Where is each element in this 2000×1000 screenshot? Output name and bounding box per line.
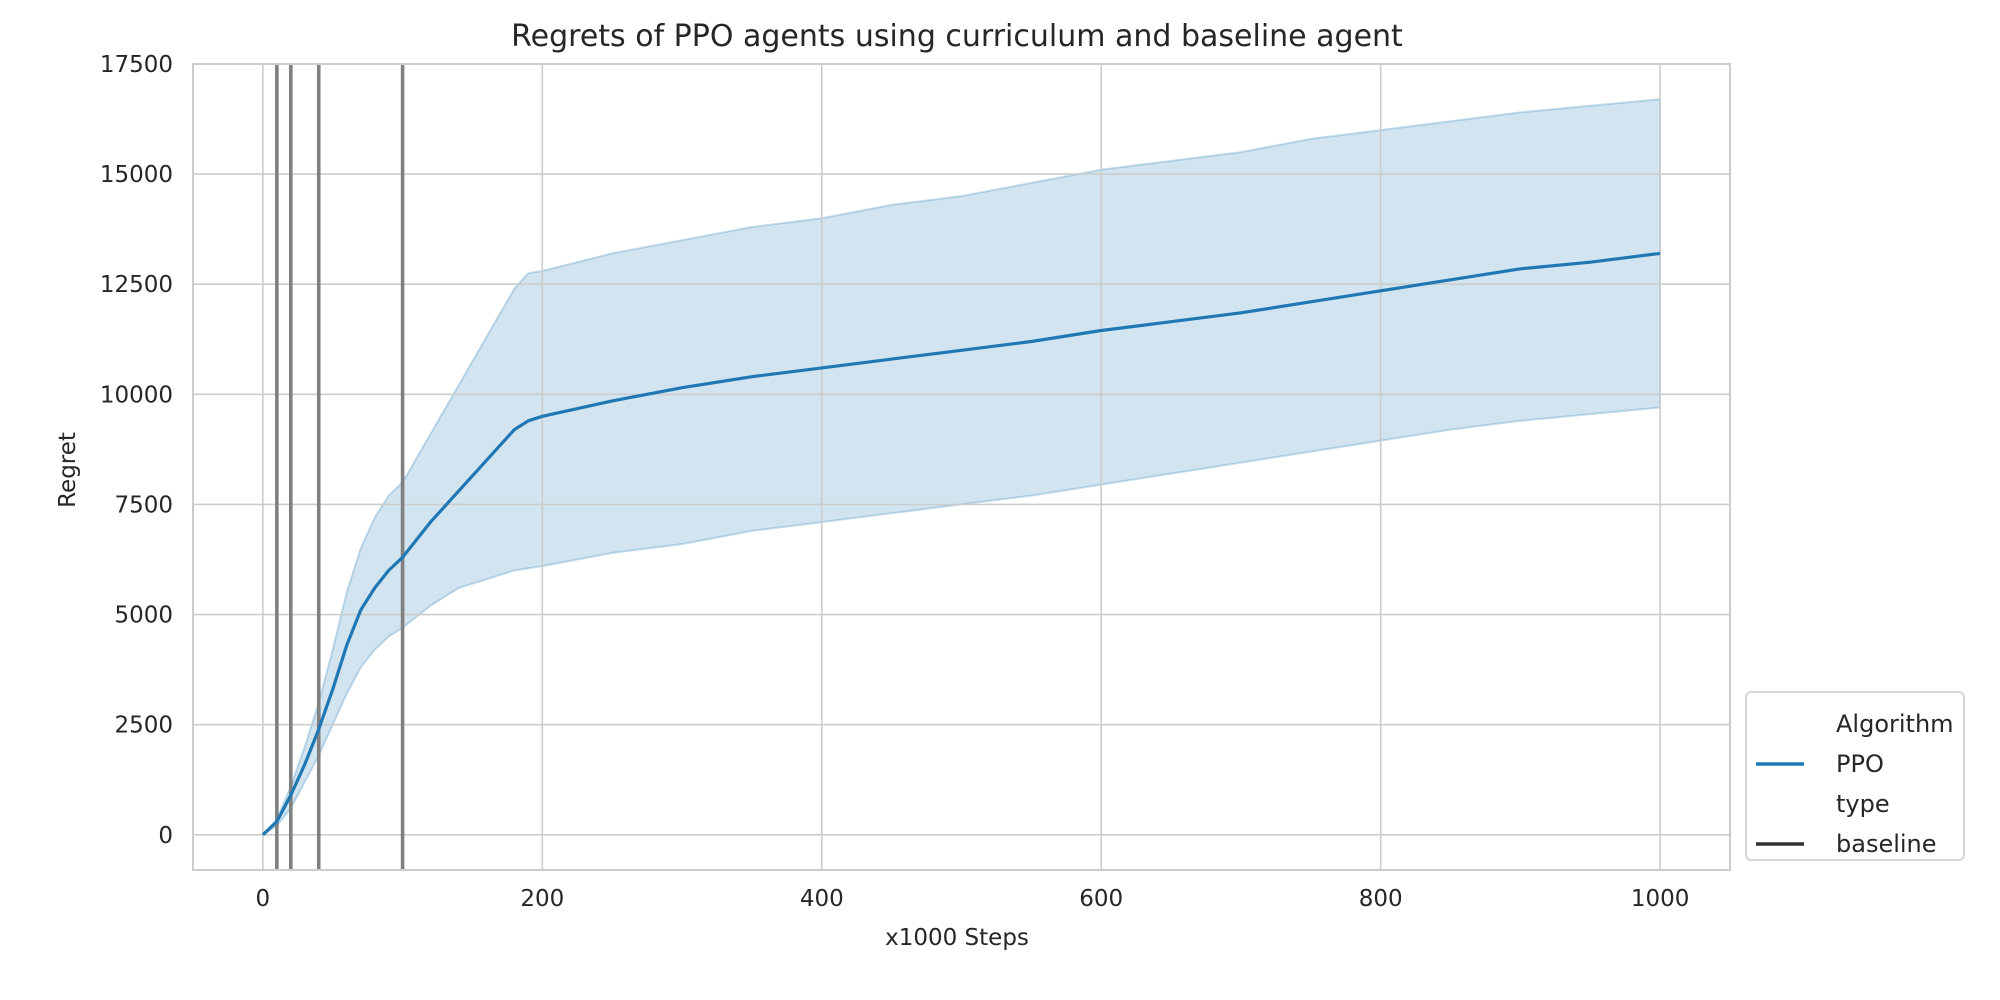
chart-title: Regrets of PPO agents using curriculum a… [511, 19, 1403, 54]
legend-label-algorithm: Algorithm [1836, 710, 1954, 738]
grid-layer [193, 63, 1730, 870]
y-axis-label: Regret [55, 432, 81, 508]
legend-box [1745, 691, 1965, 861]
legend-label-baseline: baseline [1836, 830, 1937, 858]
y-tick-label: 17500 [100, 52, 173, 78]
legend-label-ppo: PPO [1836, 750, 1884, 778]
x-tick-label: 1000 [1631, 886, 1690, 912]
y-tick-label: 0 [158, 823, 173, 849]
y-tick-label: 7500 [114, 492, 173, 518]
x-tick-label: 800 [1359, 886, 1403, 912]
x-tick-label: 600 [1079, 886, 1123, 912]
x-tick-label: 0 [256, 886, 271, 912]
baseline-vlines-layer [275, 64, 405, 870]
y-tick-label: 10000 [100, 382, 173, 408]
y-tick-label: 2500 [114, 713, 173, 739]
tick-label-layer: 0 200 400 600 800 100002500500075001000012500… [100, 52, 1690, 912]
x-tick-label: 200 [520, 886, 564, 912]
legend-label-type: type [1836, 790, 1890, 818]
y-tick-label: 12500 [100, 272, 173, 298]
series-line-ppo [261, 251, 1661, 836]
plot-frame [192, 63, 1731, 871]
x-tick-label: 400 [800, 886, 844, 912]
series-line-layer [261, 251, 1661, 836]
y-tick-label: 5000 [114, 603, 173, 629]
legend: Algorithm PPO type baseline [1745, 691, 1965, 861]
x-axis-label: x1000 Steps [885, 925, 1029, 951]
y-tick-label: 15000 [100, 162, 173, 188]
